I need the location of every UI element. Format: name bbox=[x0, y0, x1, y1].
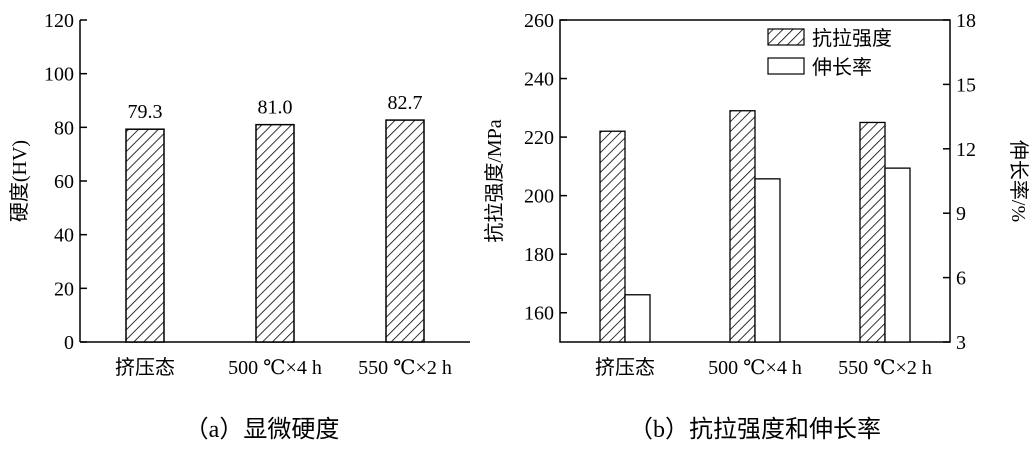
y-tick-label: 100 bbox=[44, 64, 74, 86]
right-y-tick-label: 9 bbox=[956, 203, 966, 225]
bar bbox=[125, 128, 165, 343]
right-y-tick-label: 6 bbox=[956, 268, 966, 290]
bar-elongation bbox=[754, 178, 781, 343]
y-tick-label: 0 bbox=[64, 332, 74, 354]
bar-value-label: 81.0 bbox=[258, 97, 293, 119]
y-tick-label: 120 bbox=[44, 10, 74, 32]
x-tick-label: 挤压态 bbox=[115, 356, 175, 379]
right-y-axis-label: 伸长率/% bbox=[1007, 140, 1030, 222]
y-tick-label: 60 bbox=[54, 171, 74, 193]
right-y-tick-label: 3 bbox=[956, 332, 966, 354]
x-tick-label: 550 ℃×2 h bbox=[358, 357, 452, 379]
right-y-tick-label: 18 bbox=[956, 10, 976, 32]
chart-strength-elongation: 160 180 200 220 240 260 3 6 9 12 15 18 挤压态 500 ℃×4 … bbox=[483, 10, 1030, 443]
bar-elongation bbox=[624, 294, 651, 343]
left-y-tick-label: 160 bbox=[524, 303, 554, 325]
bar-value-label: 79.3 bbox=[128, 101, 163, 123]
right-y-tick-label: 12 bbox=[956, 139, 976, 161]
bar-tensile-strength bbox=[599, 130, 626, 343]
bar bbox=[255, 123, 295, 343]
bar-value-label: 82.7 bbox=[388, 92, 423, 114]
legend: 抗拉强度 伸长率 bbox=[767, 27, 892, 79]
legend-swatch-elongation bbox=[767, 57, 805, 75]
left-y-tick-label: 260 bbox=[524, 10, 554, 32]
legend-label-elongation: 伸长率 bbox=[812, 56, 872, 79]
legend-label-tensile: 抗拉强度 bbox=[812, 27, 892, 50]
legend-swatch-tensile bbox=[767, 28, 805, 46]
bar-tensile-strength bbox=[729, 110, 756, 343]
y-tick-label: 40 bbox=[54, 225, 74, 247]
x-tick-label: 550 ℃×2 h bbox=[838, 357, 932, 379]
y-tick-label: 80 bbox=[54, 117, 74, 139]
left-y-tick-label: 220 bbox=[524, 127, 554, 149]
x-tick-label: 500 ℃×4 h bbox=[708, 357, 802, 379]
caption-b: （b）抗拉强度和伸长率 bbox=[629, 416, 881, 443]
caption-a: （a）显微硬度 bbox=[185, 416, 340, 443]
left-y-tick-label: 200 bbox=[524, 186, 554, 208]
left-y-axis-label: 抗拉强度/MPa bbox=[483, 119, 506, 242]
right-y-tick-label: 15 bbox=[956, 74, 976, 96]
left-y-tick-label: 180 bbox=[524, 244, 554, 266]
x-tick-label: 500 ℃×4 h bbox=[228, 357, 322, 379]
bar-tensile-strength bbox=[859, 121, 886, 343]
bar-elongation bbox=[884, 167, 911, 343]
y-axis-label: 硬度(HV) bbox=[8, 140, 31, 222]
y-tick-label: 20 bbox=[54, 278, 74, 300]
left-y-tick-label: 240 bbox=[524, 69, 554, 91]
x-tick-label: 挤压态 bbox=[595, 356, 655, 379]
chart-hardness: 0 20 40 60 80 100 120 79.3 81.0 82.7 挤压态 500 ℃×4 … bbox=[8, 10, 470, 443]
bar bbox=[385, 119, 425, 343]
